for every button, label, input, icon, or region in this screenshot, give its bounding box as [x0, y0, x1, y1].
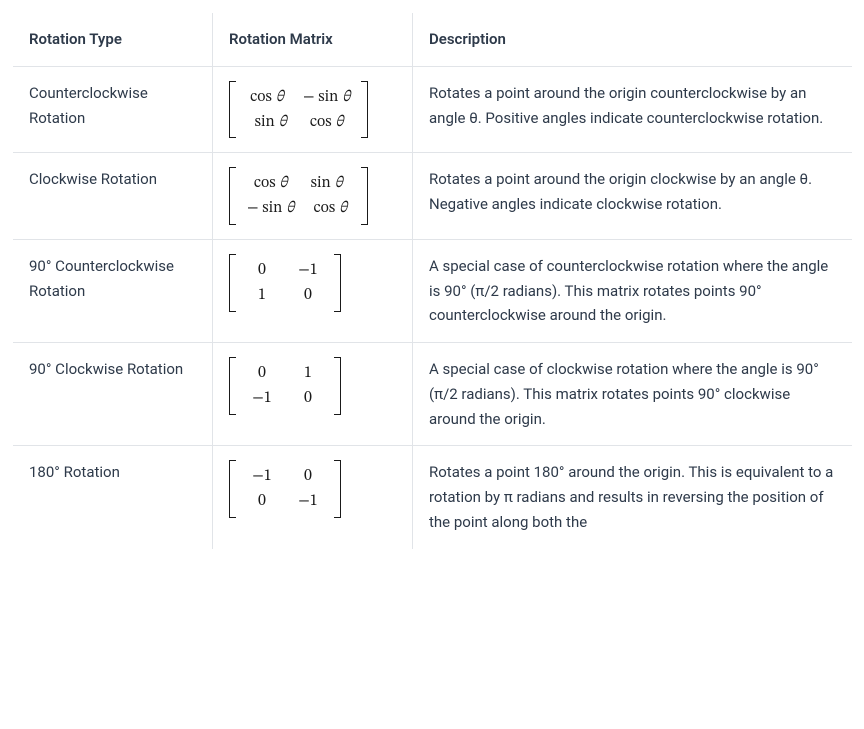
description-cell: A special case of counterclockwise rotat…	[413, 239, 853, 342]
rotation-matrix-cell: 01−10	[213, 343, 413, 446]
description-cell: A special case of clockwise rotation whe…	[413, 343, 853, 446]
rotation-type-cell: Clockwise Rotation	[13, 153, 213, 240]
table-body: Counterclockwise Rotation cos θ− sin θsin…	[13, 66, 853, 549]
description-cell: Rotates a point around the origin clockw…	[413, 153, 853, 240]
rotation-type-cell: Counterclockwise Rotation	[13, 66, 213, 153]
rotation-type-cell: 90° Clockwise Rotation	[13, 343, 213, 446]
col-header-description: Description	[413, 13, 853, 67]
description-cell: Rotates a point 180° around the origin. …	[413, 446, 853, 549]
table-row: Counterclockwise Rotation cos θ− sin θsin…	[13, 66, 853, 153]
rotation-matrix-cell: 0−110	[213, 239, 413, 342]
table-row: 90° Clockwise Rotation 01−10 A special cas…	[13, 343, 853, 446]
rotation-matrix-cell: −100−1	[213, 446, 413, 549]
table-row: Clockwise Rotation cos θsin θ− sin θcos θ…	[13, 153, 853, 240]
rotation-type-cell: 180° Rotation	[13, 446, 213, 549]
description-cell: Rotates a point around the origin counte…	[413, 66, 853, 153]
table-row: 180° Rotation −100−1 Rotates a point 180° …	[13, 446, 853, 549]
rotation-type-cell: 90° Counterclockwise Rotation	[13, 239, 213, 342]
matrix: 01−10	[229, 357, 341, 415]
matrix: cos θsin θ− sin θcos θ	[229, 167, 368, 225]
matrix: −100−1	[229, 460, 341, 518]
rotation-matrix-cell: cos θsin θ− sin θcos θ	[213, 153, 413, 240]
rotation-matrix-table: Rotation Type Rotation Matrix Descriptio…	[12, 12, 853, 550]
col-header-type: Rotation Type	[13, 13, 213, 67]
table-row: 90° Counterclockwise Rotation 0−110 A spec…	[13, 239, 853, 342]
col-header-matrix: Rotation Matrix	[213, 13, 413, 67]
rotation-matrix-cell: cos θ− sin θsin θcos θ	[213, 66, 413, 153]
matrix: 0−110	[229, 254, 341, 312]
table-header-row: Rotation Type Rotation Matrix Descriptio…	[13, 13, 853, 67]
matrix: cos θ− sin θsin θcos θ	[229, 81, 368, 139]
